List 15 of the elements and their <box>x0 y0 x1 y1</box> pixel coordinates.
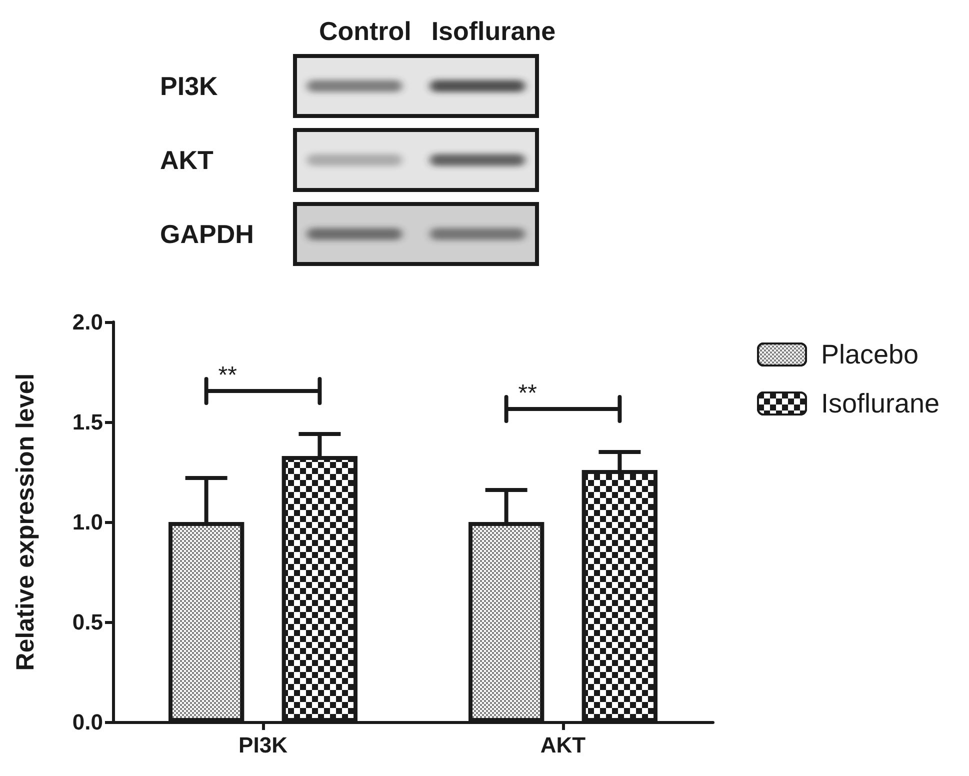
text: Isoflurane <box>431 16 556 46</box>
text: PI3K <box>160 71 218 101</box>
y-tick-label: 2.0 <box>72 310 103 334</box>
text: GAPDH <box>160 219 254 249</box>
annotation: ** <box>218 362 237 389</box>
legend-label: Placebo <box>821 340 919 370</box>
y-tick-label: 1.0 <box>72 510 103 534</box>
legend-label: Isoflurane <box>821 388 940 418</box>
y-tick-label: 0.5 <box>72 610 103 634</box>
text: AKT <box>160 145 214 175</box>
y-tick-label: 0.0 <box>72 710 103 734</box>
text: Control <box>318 16 412 46</box>
annotation: ** <box>518 380 537 407</box>
y-tick-label: 1.5 <box>72 410 103 434</box>
y-axis-title: Relative expression level <box>12 373 40 671</box>
